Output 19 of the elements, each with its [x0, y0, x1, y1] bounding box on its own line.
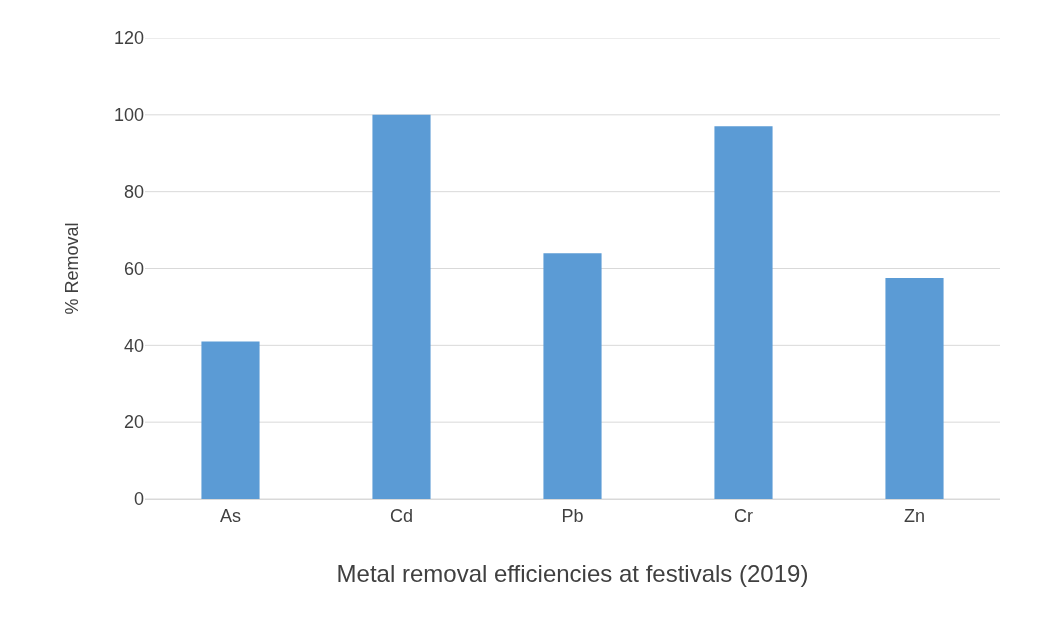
x-tick-label: Pb	[561, 505, 584, 526]
x-tick-label: Cr	[734, 505, 753, 526]
x-tick-label: Cd	[389, 505, 414, 526]
y-tick-label: 0	[133, 489, 144, 510]
y-tick-label: 60	[123, 258, 144, 279]
x-axis-title: Metal removal efficiencies at festivals (2019)	[336, 559, 809, 587]
y-tick-label: 20	[123, 412, 144, 433]
bar	[201, 341, 260, 499]
y-tick-label: 100	[113, 105, 144, 126]
bar	[885, 278, 944, 499]
y-tick-label: 80	[123, 181, 144, 202]
x-tick-label: Zn	[903, 505, 926, 526]
x-tick-label: As	[219, 505, 242, 526]
bar	[372, 114, 431, 499]
bar	[543, 253, 602, 499]
y-tick-label: 120	[113, 28, 144, 49]
y-axis-title: % Removal	[62, 222, 83, 315]
bar	[714, 126, 773, 499]
y-tick-label: 40	[123, 335, 144, 356]
